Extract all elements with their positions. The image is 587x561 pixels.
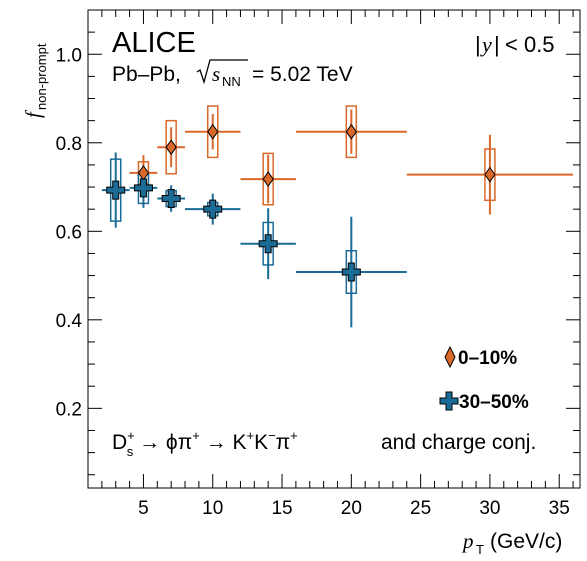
- svg-text:NN: NN: [222, 74, 241, 89]
- y-tick-label: 0.8: [56, 134, 82, 155]
- svg-text:T: T: [476, 542, 484, 557]
- svg-text:p: p: [461, 529, 474, 553]
- x-tick-label: 30: [479, 498, 500, 519]
- legend-marker-30-50: [439, 391, 459, 411]
- axis-tick-labels: 5 10 15 20 25 30 35 0.2 0.4 0.6 0.8 1.0: [56, 45, 570, 519]
- data-markers: [106, 123, 496, 282]
- legend-marker-0-10: [444, 345, 456, 369]
- x-tick-label: 5: [138, 498, 149, 519]
- data-point-diamond: [484, 166, 496, 183]
- y-axis-title: f non-prompt: [21, 43, 49, 118]
- data-point-cross: [161, 189, 181, 209]
- legend-label-0-10: 0–10%: [458, 348, 517, 369]
- data-point-diamond: [345, 123, 357, 140]
- sqrt-s-symbol: s NN: [196, 59, 248, 89]
- decay-channel: D+ s → ϕπ+ → K+K−π+ and charge conj.: [112, 428, 536, 459]
- y-axis-subscript: non-prompt: [34, 43, 49, 110]
- experiment-label: ALICE: [112, 27, 196, 59]
- data-point-diamond: [262, 171, 274, 187]
- legend: 0–10% 30–50%: [439, 345, 529, 413]
- energy-label: = 5.02 TeV: [252, 63, 353, 86]
- axis-ticks: [88, 10, 580, 488]
- svg-text:|: |: [475, 32, 481, 57]
- x-axis-title: p T (GeV/c): [461, 529, 562, 557]
- plot-frame: [87, 9, 581, 489]
- svg-text:s: s: [212, 62, 220, 86]
- data-point-diamond: [137, 165, 150, 181]
- data-point-diamond: [207, 123, 219, 140]
- x-tick-label: 10: [202, 498, 223, 519]
- data-point-cross: [258, 234, 278, 254]
- rapidity-label: < 0.5: [505, 32, 555, 57]
- data-point-cross: [106, 180, 126, 200]
- svg-text:D+s → ϕπ+ → K+K−π+: D+ s → ϕπ+ → K+K−π+: [112, 428, 298, 459]
- x-tick-label: 15: [271, 498, 292, 519]
- x-tick-label: 20: [341, 498, 362, 519]
- rapidity-cut: | y |: [475, 32, 500, 57]
- y-tick-label: 0.2: [56, 399, 82, 420]
- data-point-diamond: [165, 139, 177, 156]
- decay-text: and charge conj.: [381, 431, 536, 454]
- x-tick-label: 35: [549, 498, 570, 519]
- svg-text:|: |: [494, 32, 500, 57]
- data-point-cross: [203, 199, 223, 219]
- data-point-cross: [341, 262, 361, 282]
- system-label: Pb–Pb,: [112, 63, 181, 86]
- x-tick-label: 25: [410, 498, 431, 519]
- y-tick-label: 0.6: [56, 222, 82, 243]
- y-axis-symbol: f: [21, 109, 45, 118]
- legend-label-30-50: 30–50%: [459, 392, 529, 413]
- svg-text:y: y: [480, 32, 492, 57]
- data-point-cross: [133, 178, 153, 198]
- x-axis-unit: (GeV/c): [490, 530, 562, 553]
- y-tick-label: 0.4: [56, 311, 83, 332]
- y-tick-label: 1.0: [56, 45, 82, 66]
